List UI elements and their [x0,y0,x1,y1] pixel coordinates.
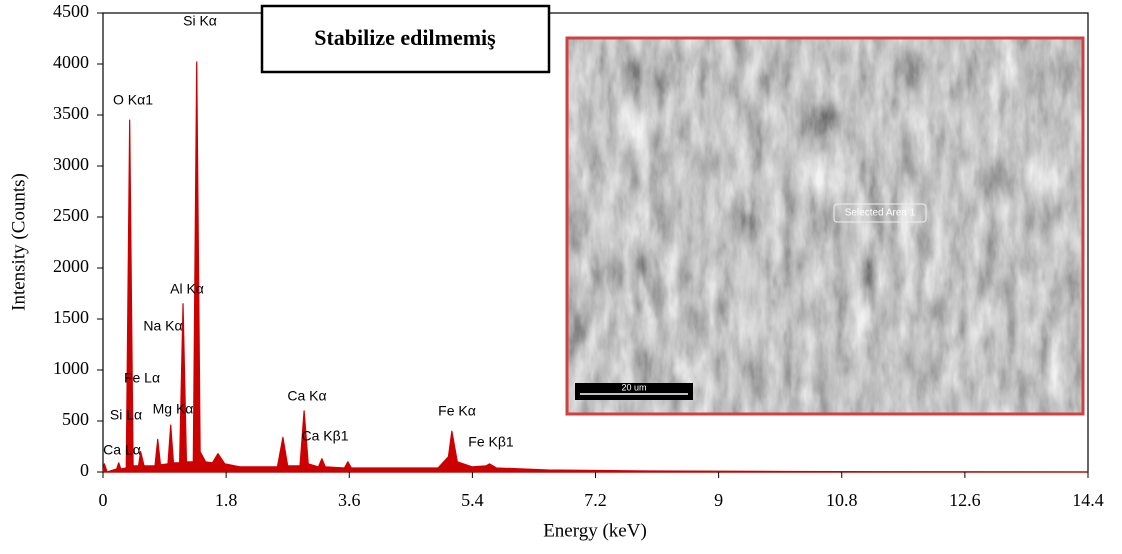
sem-texture [567,38,1083,414]
peak-label: O Kα1 [113,92,153,108]
peak-label: Al Kα [170,281,204,297]
x-tick-label: 14.4 [1072,490,1104,510]
y-tick-label: 1500 [53,307,89,327]
y-axis-title: Intensity (Counts) [8,173,29,311]
x-tick-label: 9 [714,490,723,510]
peak-label: Fe Kβ1 [468,434,514,450]
x-tick-label: 1.8 [215,490,238,510]
peak-label: Mg Kα [153,401,194,417]
x-tick-label: 12.6 [949,490,981,510]
region-label: Selected Area 1 [845,208,916,219]
peak-label: Si Kα [183,13,217,29]
chart-title: Stabilize edilmemiş [314,25,496,50]
inset-image: Selected Area 1 20 um [567,38,1083,414]
y-tick-label: 3500 [53,103,89,123]
y-tick-label: 2500 [53,205,89,225]
y-tick-label: 4000 [53,52,89,72]
y-tick-label: 0 [80,460,89,480]
peak-label: Ca Kβ1 [302,428,349,444]
x-tick-label: 10.8 [826,490,858,510]
x-tick-label: 5.4 [461,490,484,510]
y-tick-label: 1000 [53,358,89,378]
x-tick-label: 3.6 [338,490,361,510]
y-tick-label: 2000 [53,256,89,276]
peak-label: Ca Lα [103,442,141,458]
peak-label: Ca Kα [287,388,326,404]
peak-label: Fe Lα [124,370,160,386]
peak-label: Fe Kα [438,403,476,419]
x-axis-title: Energy (keV) [543,520,647,541]
y-tick-label: 3000 [53,154,89,174]
peak-label: Si Lα [110,407,142,423]
y-tick-label: 4500 [53,1,89,21]
scale-bar-label: 20 um [621,382,646,392]
x-tick-label: 0 [99,490,108,510]
peak-label: Na Kα [143,318,182,334]
y-tick-label: 500 [62,409,89,429]
chart: Selected Area 1 20 um Stabilize edilmemi… [0,0,1122,554]
x-tick-label: 7.2 [584,490,607,510]
